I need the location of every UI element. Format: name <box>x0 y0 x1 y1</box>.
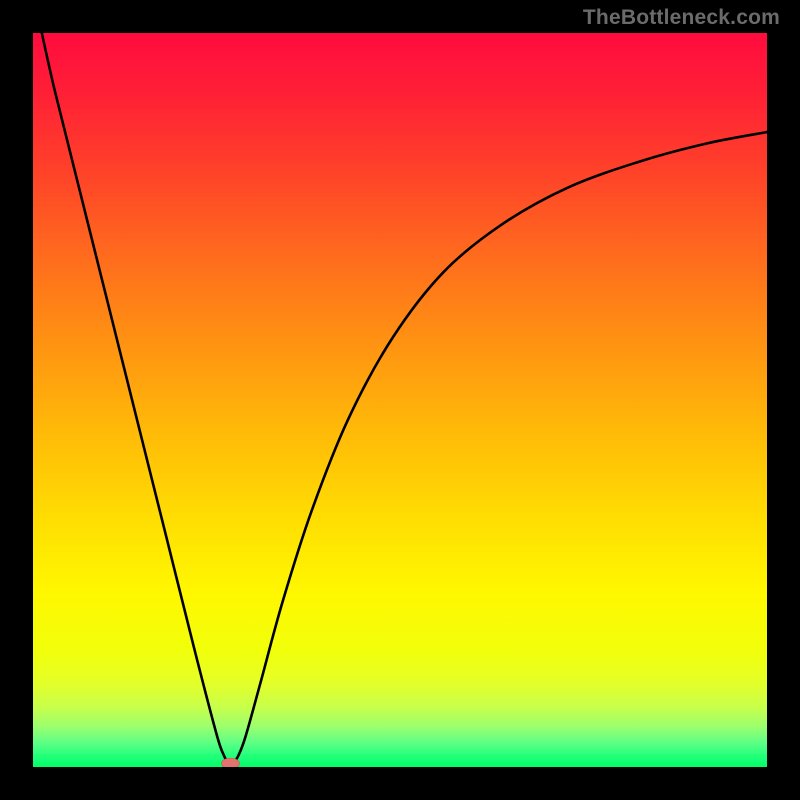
bottleneck-plot <box>33 33 767 767</box>
watermark-text: TheBottleneck.com <box>583 6 780 30</box>
min-point-marker <box>221 758 239 767</box>
plot-background <box>33 33 767 767</box>
chart-frame: TheBottleneck.com <box>0 0 800 800</box>
